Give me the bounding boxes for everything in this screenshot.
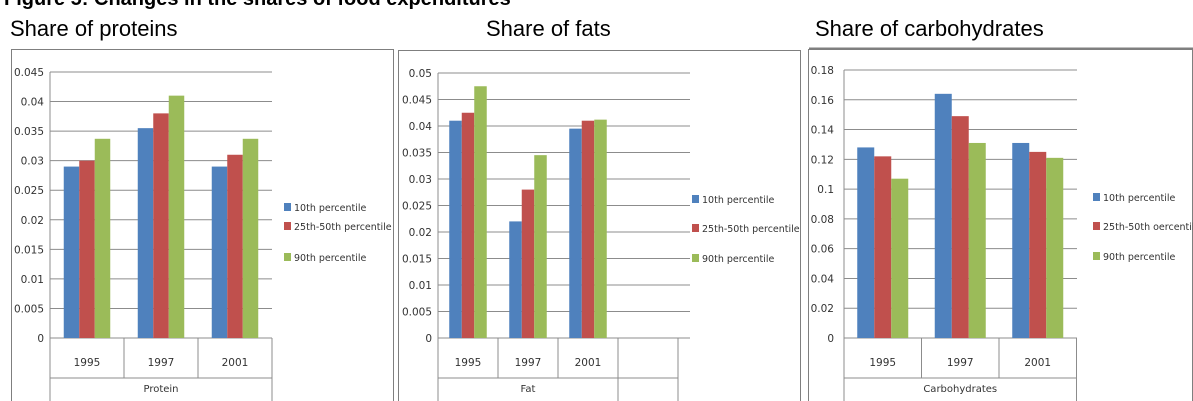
bar-fats-1997-series-1 [509,221,522,338]
bar-carbohydrates-2001-series-2 [1029,151,1047,338]
bar-carbohydrates-1995-series-2 [874,156,892,338]
x-axis-label-proteins: Protein [143,384,178,395]
y-tick-label-carbohydrates: 0.04 [811,273,835,285]
bar-proteins-1995-series-1 [63,166,80,338]
bar-carbohydrates-1995-series-3 [891,178,909,338]
chart-title-fats: Share of fats [486,16,611,41]
x-tick-label-carbohydrates: 1997 [947,357,974,369]
legend-label-proteins: 90th percentile [294,253,367,264]
chart-title-proteins: Share of proteins [10,16,178,41]
bar-proteins-1995-series-2 [79,160,95,338]
y-tick-label-fats: 0.045 [402,95,432,107]
y-tick-label-fats: 0 [425,333,432,345]
y-tick-label-carbohydrates: 0.16 [811,95,835,107]
y-tick-label-carbohydrates: 0 [827,333,834,345]
legend-swatch-fats [692,195,699,203]
bar-fats-1995-series-3 [474,86,487,338]
bar-proteins-1997-series-2 [153,113,169,338]
legend-swatch-proteins [284,253,291,261]
bar-fats-2001-series-1 [569,128,582,338]
chart-title-carbohydrates: Share of carbohydrates [815,16,1044,41]
bar-proteins-2001-series-2 [227,154,243,338]
bar-fats-2001-series-3 [594,119,607,338]
y-tick-label-fats: 0.035 [402,148,432,160]
y-tick-label-fats: 0.05 [409,68,432,80]
legend-swatch-proteins [284,222,291,230]
y-tick-label-fats: 0.015 [402,254,432,266]
y-tick-label-fats: 0.005 [402,307,432,319]
bar-carbohydrates-2001-series-3 [1046,157,1064,338]
y-tick-label-proteins: 0.04 [21,97,45,109]
y-tick-label-carbohydrates: 0.1 [817,184,834,196]
x-tick-label-carbohydrates: 1995 [869,357,896,369]
legend-swatch-proteins [284,203,291,211]
y-tick-label-carbohydrates: 0.08 [811,214,834,226]
y-tick-label-proteins: 0.005 [14,303,44,315]
legend-swatch-carbohydrates [1093,252,1100,260]
y-tick-label-proteins: 0.03 [21,156,44,168]
y-tick-label-carbohydrates: 0.06 [811,244,835,256]
bar-carbohydrates-1997-series-1 [934,93,952,338]
bar-fats-1995-series-2 [461,112,475,338]
y-tick-label-fats: 0.025 [402,201,432,213]
legend-label-carbohydrates: 90th percentile [1103,252,1176,263]
bar-proteins-2001-series-3 [242,138,259,338]
y-tick-label-fats: 0.01 [409,280,432,292]
legend-swatch-carbohydrates [1093,193,1100,201]
x-tick-label-proteins: 1995 [74,357,101,369]
legend-label-fats: 25th-50th percentile [702,224,800,235]
y-tick-label-proteins: 0.01 [21,274,44,286]
x-tick-label-fats: 2001 [575,357,602,369]
chart-frame-fats [398,50,801,401]
bar-proteins-1997-series-3 [168,95,185,339]
bar-proteins-1995-series-3 [94,138,111,338]
y-tick-label-proteins: 0 [37,333,44,345]
y-tick-label-fats: 0.03 [409,174,432,186]
bar-fats-2001-series-2 [581,120,595,338]
y-tick-label-carbohydrates: 0.12 [811,154,834,166]
legend-label-carbohydrates: 25th-50th oercentile [1103,222,1193,233]
legend-label-proteins: 25th-50th percentile [294,222,392,233]
y-tick-label-proteins: 0.025 [14,185,44,197]
x-tick-label-fats: 1997 [515,357,542,369]
y-tick-label-carbohydrates: 0.14 [811,125,835,137]
bar-proteins-1997-series-1 [137,128,154,338]
legend-swatch-fats [692,254,699,262]
y-tick-label-proteins: 0.015 [14,244,44,256]
x-tick-label-fats: 1995 [455,357,482,369]
bar-carbohydrates-2001-series-1 [1012,142,1030,338]
legend-label-carbohydrates: 10th percentile [1103,193,1176,204]
legend-label-fats: 10th percentile [702,195,775,206]
y-tick-label-carbohydrates: 0.18 [811,65,834,77]
legend-swatch-fats [692,224,699,232]
bar-carbohydrates-1997-series-2 [951,116,969,339]
legend-label-proteins: 10th percentile [294,203,367,214]
legend-label-fats: 90th percentile [702,254,775,265]
y-tick-label-carbohydrates: 0.02 [811,303,834,315]
x-tick-label-carbohydrates: 2001 [1024,357,1051,369]
x-axis-label-fats: Fat [521,384,536,395]
bar-fats-1997-series-3 [534,155,547,338]
y-tick-label-fats: 0.04 [409,121,433,133]
y-tick-label-proteins: 0.035 [14,126,44,138]
figure-caption: Figure 5: Changes in the shares of food … [4,0,511,11]
x-tick-label-proteins: 2001 [222,357,249,369]
bar-fats-1997-series-2 [521,189,535,338]
x-axis-label-carbohydrates: Carbohydrates [923,384,997,395]
bar-fats-1995-series-1 [449,120,462,338]
y-tick-label-proteins: 0.045 [14,67,44,79]
y-tick-label-proteins: 0.02 [21,215,44,227]
legend-swatch-carbohydrates [1093,222,1100,230]
bar-proteins-2001-series-1 [211,166,228,338]
bar-carbohydrates-1995-series-1 [857,147,875,338]
x-tick-label-proteins: 1997 [148,357,175,369]
y-tick-label-fats: 0.02 [409,227,432,239]
chart-frame-proteins [11,49,394,401]
bar-carbohydrates-1997-series-3 [968,142,986,338]
